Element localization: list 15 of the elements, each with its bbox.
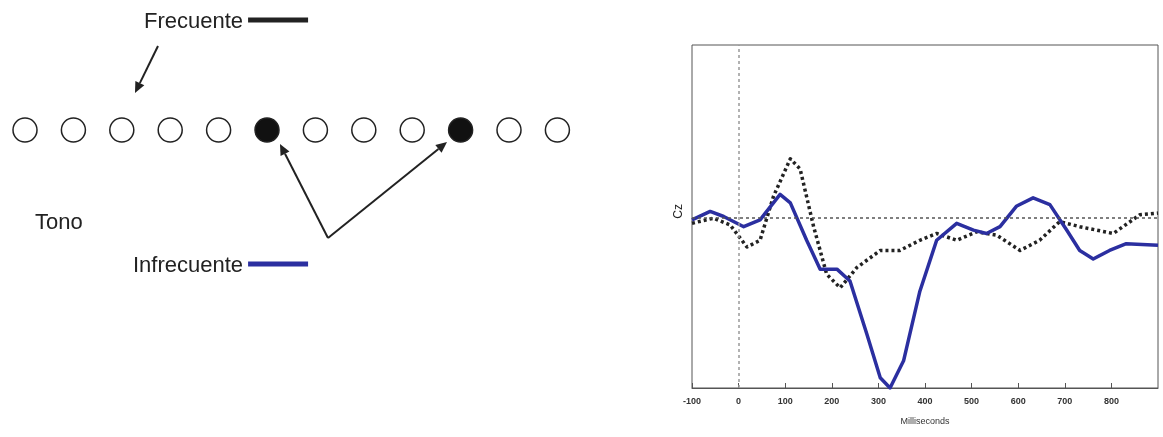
x-tick-label: 0 — [736, 395, 742, 406]
x-axis-title: Milliseconds — [900, 415, 950, 426]
legend-label: Frecuente — [144, 7, 244, 33]
legend-label: Infrecuente — [133, 251, 244, 277]
x-tick-label: 100 — [777, 395, 793, 406]
x-tick-label: 200 — [824, 395, 840, 406]
x-tick-label: 700 — [1057, 395, 1073, 406]
x-tick-label: -100 — [682, 395, 702, 406]
x-tick-label: 800 — [1103, 395, 1119, 406]
x-tick-label: 300 — [870, 395, 886, 406]
y-axis-title: Cz — [671, 203, 685, 219]
x-tick-label: 400 — [917, 395, 933, 406]
x-tick-label: 600 — [1010, 395, 1026, 406]
text: Tono — [35, 208, 83, 234]
x-tick-label: 500 — [964, 395, 980, 406]
